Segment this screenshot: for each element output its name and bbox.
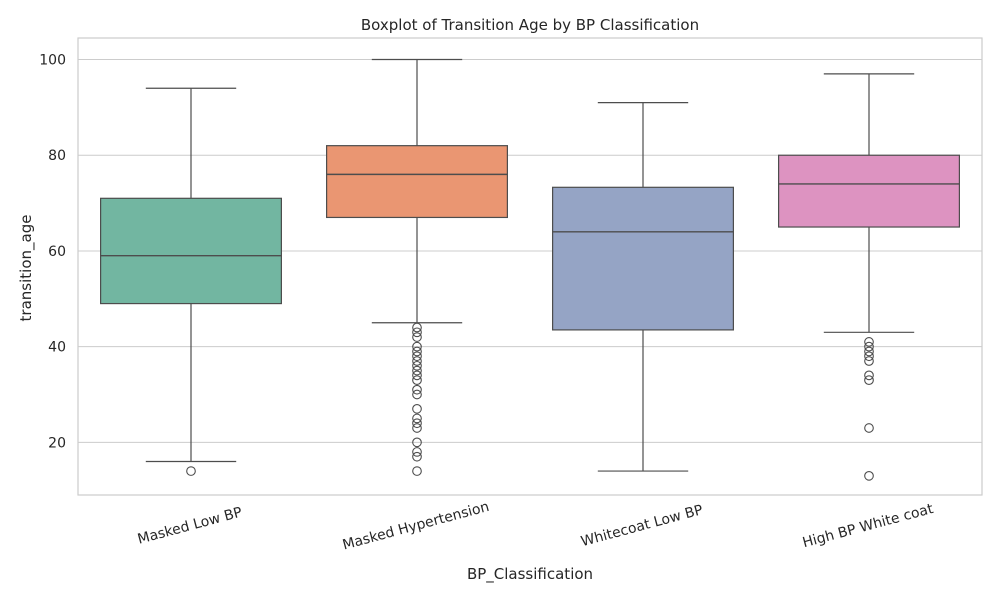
- x-axis-label: BP_Classification: [467, 565, 593, 584]
- outlier-point: [864, 337, 874, 347]
- box-group: [551, 102, 734, 472]
- outlier-point: [412, 370, 422, 381]
- outlier-point: [864, 341, 874, 352]
- outlier-point: [864, 375, 874, 386]
- outlier-point: [864, 356, 874, 366]
- x-tick-label: Whitecoat Low BP: [579, 502, 704, 550]
- outlier-point: [412, 365, 422, 376]
- y-tick-label: 80: [48, 148, 66, 164]
- outlier-point: [864, 423, 874, 433]
- outlier-point: [412, 413, 422, 424]
- x-tick-label: Masked Hypertension: [341, 499, 491, 554]
- box-group: [99, 87, 283, 476]
- outlier-point: [864, 346, 874, 357]
- outlier-point: [864, 370, 874, 381]
- outlier-point: [412, 418, 422, 429]
- outlier-point: [412, 447, 422, 457]
- outlier-point: [412, 351, 422, 362]
- outlier-point: [412, 346, 422, 357]
- outlier-point: [864, 351, 874, 362]
- outlier-point: [412, 384, 422, 395]
- y-tick-label: 60: [48, 244, 66, 260]
- box-group: [777, 73, 960, 481]
- y-tick-label: 40: [48, 340, 66, 356]
- chart-title: Boxplot of Transition Age by BP Classifi…: [361, 16, 699, 34]
- outlier-point: [412, 327, 422, 338]
- box-iqr: [551, 186, 734, 331]
- outlier-point: [412, 341, 422, 352]
- x-tick-label: Masked Low BP: [136, 504, 244, 547]
- outlier-point: [412, 437, 422, 448]
- outlier-point: [186, 466, 196, 476]
- y-tick-label: 20: [48, 435, 66, 451]
- box-iqr: [326, 145, 509, 219]
- outlier-point: [412, 322, 422, 333]
- outlier-point: [412, 356, 422, 366]
- outlier-point: [412, 332, 422, 342]
- outlier-point: [412, 466, 422, 476]
- box-group: [326, 58, 509, 476]
- y-tick-label: 100: [39, 53, 66, 69]
- box-iqr: [99, 197, 283, 305]
- outlier-point: [412, 423, 422, 433]
- plot-frame: [77, 37, 983, 496]
- y-tick-labels: 20 40 60 80 100: [39, 53, 66, 452]
- outlier-point: [864, 471, 874, 481]
- boxes: [99, 58, 960, 481]
- x-tick-label: High BP White coat: [801, 501, 936, 551]
- outlier-point: [412, 389, 422, 400]
- box-iqr: [777, 154, 960, 228]
- outlier-point: [412, 360, 422, 371]
- outlier-point: [412, 451, 422, 462]
- outlier-point: [412, 404, 422, 414]
- x-tick-labels: Masked Low BP Masked Hypertension Whitecoa…: [136, 499, 936, 554]
- outlier-point: [412, 375, 422, 386]
- y-axis-label: transition_age: [17, 215, 36, 322]
